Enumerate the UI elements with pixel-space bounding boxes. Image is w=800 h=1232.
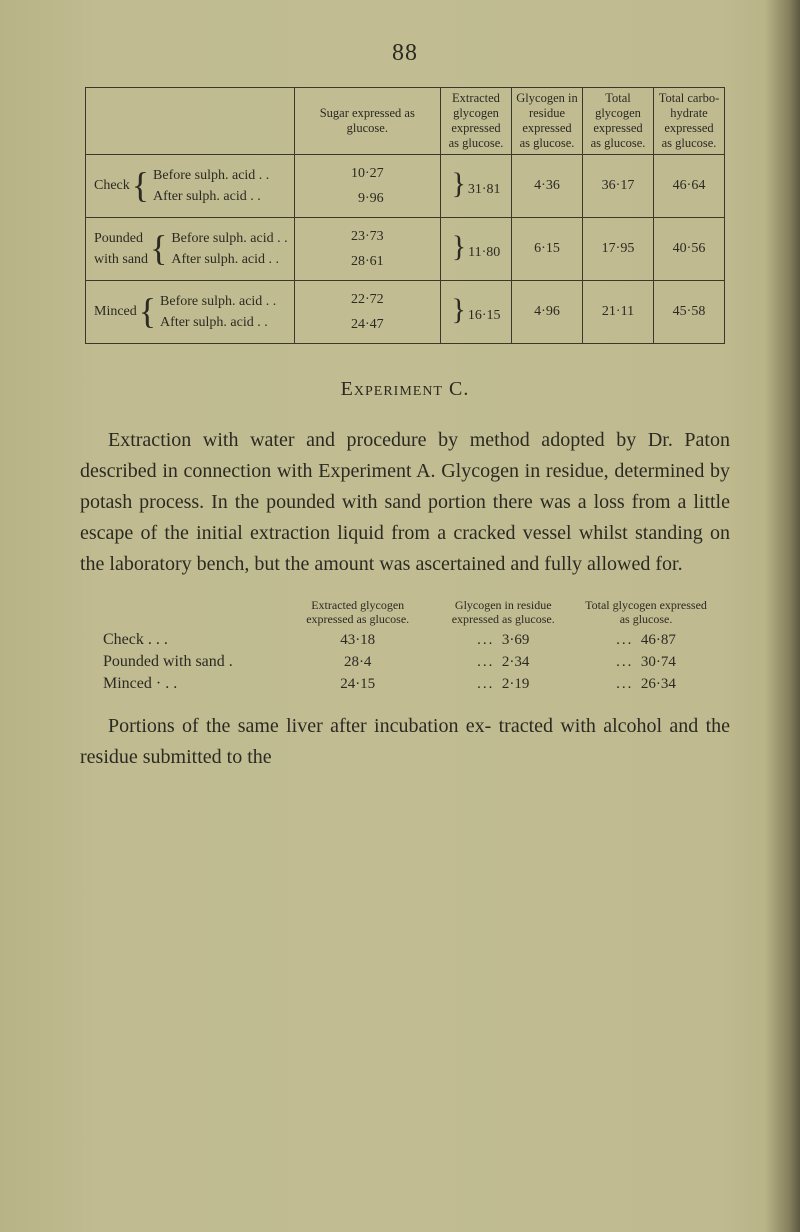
paragraph-2: Portions of the same liver after incubat… bbox=[80, 711, 730, 773]
small-row-label: Minced · . . bbox=[95, 673, 286, 695]
page-number: 88 bbox=[80, 40, 730, 67]
after-label: After sulph. acid . . bbox=[171, 249, 287, 270]
main-data-table: Sugar expressed as glucose. Extracted gl… bbox=[85, 87, 725, 344]
before-label: Before sulph. acid . . bbox=[160, 291, 276, 312]
extracted-val: 11·80 bbox=[468, 245, 500, 260]
brace-icon: } bbox=[452, 230, 466, 263]
brace-icon: { bbox=[139, 299, 156, 324]
total-carbo-cell: 40·56 bbox=[654, 218, 725, 281]
brace-icon: } bbox=[451, 167, 465, 200]
page: 88 Sugar expressed as glucose. Extracted… bbox=[0, 0, 800, 1232]
after-label: After sulph. acid . . bbox=[153, 186, 269, 207]
small-row-label: Check . . . bbox=[95, 629, 286, 651]
header-total-carbo: Total carbo- hydrate expressed as glucos… bbox=[654, 88, 725, 155]
total-gly-cell: 17·95 bbox=[583, 218, 654, 281]
extracted-cell: }31·81 bbox=[441, 155, 512, 218]
sugar-after: 28·61 bbox=[351, 249, 384, 274]
header-total-gly: Total glycogen expressed as glucose. bbox=[583, 88, 654, 155]
brace-icon: { bbox=[150, 236, 167, 261]
total-carbo-cell: 46·64 bbox=[654, 155, 725, 218]
sugar-cell: 10·27 9·96 bbox=[294, 155, 440, 218]
extracted-cell: }16·15 bbox=[441, 281, 512, 344]
row-label-minced: Minced { Before sulph. acid . . After su… bbox=[86, 281, 295, 344]
small-cell: 3·69 bbox=[502, 632, 530, 648]
small-table-row: Check . . . 43·18 ... 3·69 ... 46·87 bbox=[95, 629, 715, 651]
brace-icon: { bbox=[132, 173, 149, 198]
sugar-before: 10·27 bbox=[351, 161, 384, 186]
residue-cell: 4·36 bbox=[512, 155, 583, 218]
total-carbo-cell: 45·58 bbox=[654, 281, 725, 344]
header-extracted: Extracted glycogen expressed as glucose. bbox=[441, 88, 512, 155]
table-row: Minced { Before sulph. acid . . After su… bbox=[86, 281, 725, 344]
small-table-row: Pounded with sand . 28·4 ... 2·34 ... 30… bbox=[95, 651, 715, 673]
small-cell: 30·74 bbox=[641, 654, 676, 670]
sugar-cell: 23·73 28·61 bbox=[294, 218, 440, 281]
total-gly-cell: 36·17 bbox=[583, 155, 654, 218]
small-cell: 24·15 bbox=[286, 673, 429, 695]
sugar-after: 24·47 bbox=[351, 312, 384, 337]
small-table-header: Extracted glycogen expressed as glucose.… bbox=[95, 596, 715, 629]
table-row: Check { Before sulph. acid . . After sul… bbox=[86, 155, 725, 218]
before-label: Before sulph. acid . . bbox=[153, 165, 269, 186]
experiment-heading: Experiment C. bbox=[80, 378, 730, 401]
small-cell: 2·34 bbox=[502, 654, 530, 670]
small-cell: 2·19 bbox=[502, 676, 530, 692]
table-header-row: Sugar expressed as glucose. Extracted gl… bbox=[86, 88, 725, 155]
group-label: Minced bbox=[94, 301, 137, 323]
small-cell: 46·87 bbox=[641, 632, 676, 648]
paragraph-1: Extraction with water and procedure by m… bbox=[80, 425, 730, 580]
header-sugar: Sugar expressed as glucose. bbox=[294, 88, 440, 155]
group-label: Check bbox=[94, 175, 130, 197]
small-row-label: Pounded with sand . bbox=[95, 651, 286, 673]
sugar-before: 23·73 bbox=[351, 224, 384, 249]
row-label-pounded: Poundedwith sand { Before sulph. acid . … bbox=[86, 218, 295, 281]
row-label-check: Check { Before sulph. acid . . After sul… bbox=[86, 155, 295, 218]
extracted-val: 31·81 bbox=[468, 182, 501, 197]
residue-cell: 6·15 bbox=[512, 218, 583, 281]
extracted-val: 16·15 bbox=[468, 308, 501, 323]
residue-cell: 4·96 bbox=[512, 281, 583, 344]
small-cell: 26·34 bbox=[641, 676, 676, 692]
small-header-1: Extracted glycogen expressed as glucose. bbox=[286, 596, 429, 629]
sugar-cell: 22·72 24·47 bbox=[294, 281, 440, 344]
header-residue: Glycogen in residue expressed as glucose… bbox=[512, 88, 583, 155]
small-header-3: Total glycogen expressed as glucose. bbox=[577, 596, 715, 629]
before-label: Before sulph. acid . . bbox=[171, 228, 287, 249]
after-label: After sulph. acid . . bbox=[160, 312, 276, 333]
table-row: Poundedwith sand { Before sulph. acid . … bbox=[86, 218, 725, 281]
total-gly-cell: 21·11 bbox=[583, 281, 654, 344]
brace-icon: } bbox=[451, 293, 465, 326]
small-results-table: Extracted glycogen expressed as glucose.… bbox=[95, 596, 715, 695]
small-header-2: Glycogen in residue expressed as glucose… bbox=[429, 596, 577, 629]
small-cell: 28·4 bbox=[286, 651, 429, 673]
sugar-before: 22·72 bbox=[351, 287, 384, 312]
extracted-cell: }11·80 bbox=[441, 218, 512, 281]
sugar-after: 9·96 bbox=[351, 186, 384, 211]
small-table-row: Minced · . . 24·15 ... 2·19 ... 26·34 bbox=[95, 673, 715, 695]
small-cell: 43·18 bbox=[286, 629, 429, 651]
header-blank bbox=[86, 88, 295, 155]
